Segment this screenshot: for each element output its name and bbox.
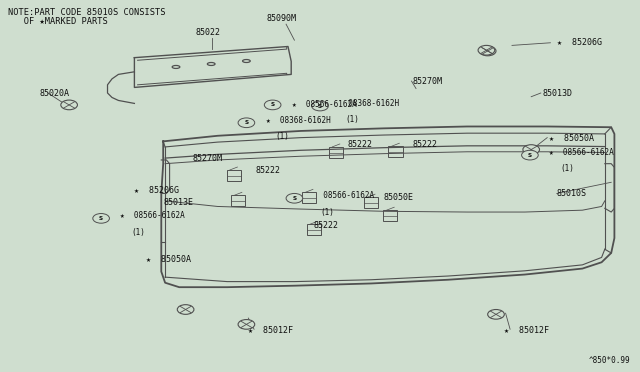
Text: 85050E: 85050E <box>384 193 414 202</box>
Text: (1): (1) <box>320 208 334 217</box>
Text: ^850*0.99: ^850*0.99 <box>589 356 630 365</box>
Circle shape <box>264 100 281 110</box>
Bar <box>231 195 245 206</box>
Text: S: S <box>528 153 532 158</box>
Text: (1): (1) <box>275 132 289 141</box>
Text: OF ★MARKED PARTS: OF ★MARKED PARTS <box>8 17 108 26</box>
Text: ★  08368-6162H: ★ 08368-6162H <box>266 116 330 125</box>
Circle shape <box>61 100 77 110</box>
Text: ★  85050A: ★ 85050A <box>146 255 191 264</box>
Circle shape <box>286 193 303 203</box>
Text: (1): (1) <box>346 115 360 124</box>
Circle shape <box>177 305 194 314</box>
Circle shape <box>312 101 328 111</box>
Circle shape <box>479 46 496 56</box>
Circle shape <box>522 150 538 160</box>
Text: 85222: 85222 <box>413 140 438 149</box>
Text: ★  08566-6162A: ★ 08566-6162A <box>292 100 356 109</box>
Circle shape <box>238 118 255 128</box>
Text: ★  85206G: ★ 85206G <box>134 186 179 195</box>
Bar <box>302 192 316 203</box>
Text: 85222: 85222 <box>348 140 372 149</box>
Text: 85270M: 85270M <box>413 77 443 86</box>
Bar <box>383 210 397 221</box>
Text: ★  85012F: ★ 85012F <box>504 326 549 335</box>
Text: 85222: 85222 <box>256 166 281 175</box>
Text: 85013D: 85013D <box>543 89 573 97</box>
Text: ★  85012F: ★ 85012F <box>248 326 293 335</box>
Bar <box>329 147 343 158</box>
Text: ★  85206G: ★ 85206G <box>557 38 602 47</box>
Bar <box>307 224 321 235</box>
Text: (1): (1) <box>131 228 145 237</box>
Text: ★  08566-6162A: ★ 08566-6162A <box>120 211 185 220</box>
Text: 85022: 85022 <box>195 28 221 37</box>
Text: S: S <box>318 103 322 109</box>
Text: (1): (1) <box>560 164 574 173</box>
Text: 85010S: 85010S <box>557 189 587 198</box>
Circle shape <box>478 45 495 55</box>
Bar <box>388 146 403 157</box>
Text: NOTE:PART CODE 85010S CONSISTS: NOTE:PART CODE 85010S CONSISTS <box>8 8 165 17</box>
Text: 85020A: 85020A <box>40 89 70 97</box>
Text: 85090M: 85090M <box>267 14 296 23</box>
Text: S: S <box>292 196 296 201</box>
Text: ★  85050A: ★ 85050A <box>549 134 594 143</box>
Text: 85013E: 85013E <box>163 198 193 207</box>
Text: 85222: 85222 <box>314 221 339 230</box>
Circle shape <box>523 145 540 154</box>
Text: 08368-6162H: 08368-6162H <box>339 99 399 108</box>
Text: S: S <box>99 216 103 221</box>
Circle shape <box>488 310 504 319</box>
Text: S: S <box>244 120 248 125</box>
Text: 85270M: 85270M <box>193 154 223 163</box>
Circle shape <box>93 214 109 223</box>
Bar <box>227 170 241 181</box>
Text: ★  08566-6162A: ★ 08566-6162A <box>549 148 614 157</box>
Bar <box>364 197 378 208</box>
Circle shape <box>238 320 255 329</box>
Text: 08566-6162A: 08566-6162A <box>314 191 374 200</box>
Text: S: S <box>271 102 275 108</box>
